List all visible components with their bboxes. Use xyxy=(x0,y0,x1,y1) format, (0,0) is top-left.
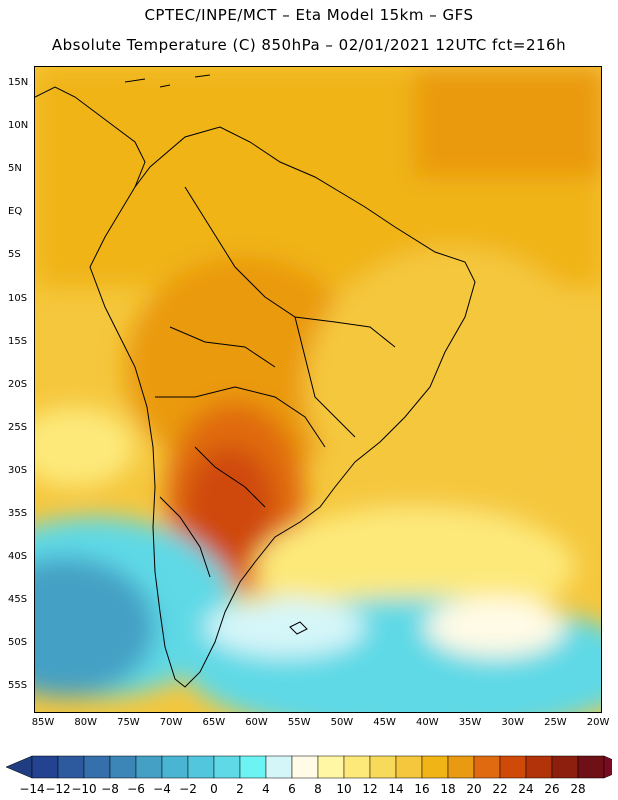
lat-label: 20S xyxy=(8,378,28,390)
chart-title-line1: CPTEC/INPE/MCT – Eta Model 15km – GFS xyxy=(144,6,474,24)
lon-label: 75W xyxy=(117,717,140,728)
lat-label: 55S xyxy=(8,680,28,692)
colorbar-swatch xyxy=(499,755,527,779)
colorbar-tick-label: 18 xyxy=(440,782,456,796)
lat-label: 10N xyxy=(8,120,29,132)
colorbar-swatch xyxy=(57,755,85,779)
lon-label: 50W xyxy=(330,717,354,728)
colorbar-swatch xyxy=(447,755,475,779)
colorbar-tick-label: 4 xyxy=(262,782,270,796)
internal-border xyxy=(155,386,326,448)
lon-label: 20W xyxy=(586,717,610,728)
colorbar-tick-label: 22 xyxy=(492,782,508,796)
colorbar-swatch xyxy=(239,755,267,779)
colorbar-tick-label: −4 xyxy=(153,782,171,796)
map-canvas xyxy=(35,67,601,712)
lon-label: 25W xyxy=(544,717,567,728)
colorbar-tick-label: 10 xyxy=(336,782,352,796)
lon-label: 30W xyxy=(501,717,524,728)
lon-label: 70W xyxy=(159,717,183,728)
patagonia-mild xyxy=(205,597,365,657)
south-america-coastline xyxy=(89,126,476,688)
colorbar-swatch xyxy=(109,755,137,779)
internal-border xyxy=(184,186,396,348)
colorbar-tick-label: −12 xyxy=(45,782,71,796)
internal-border xyxy=(194,446,266,508)
colorbar-tick-label: 14 xyxy=(388,782,404,796)
colorbar-swatch xyxy=(343,755,371,779)
colorbar-swatch xyxy=(317,755,345,779)
lon-label: 60W xyxy=(245,717,268,728)
colorbar-tick-label: 0 xyxy=(210,782,218,796)
colorbar-swatch xyxy=(369,755,397,779)
falklands-islands xyxy=(289,621,308,635)
temperature-map xyxy=(34,66,602,713)
lat-label: 25S xyxy=(8,421,28,433)
colorbar-tick-label: 28 xyxy=(570,782,586,796)
colorbar-tick-label: −14 xyxy=(19,782,45,796)
lat-label: 35S xyxy=(8,508,28,519)
colorbar-swatch xyxy=(161,755,189,779)
lon-label: 65W xyxy=(202,717,226,728)
internal-border xyxy=(294,316,356,438)
colorbar-tick-label: 24 xyxy=(518,782,534,796)
colorbar-swatch xyxy=(187,755,215,779)
lat-label: 50S xyxy=(8,637,28,649)
colorbar-tick-label: −8 xyxy=(101,782,119,796)
lat-label: EQ xyxy=(8,206,23,218)
argentina-hot-core xyxy=(185,447,275,567)
colorbar-swatch xyxy=(395,755,423,779)
lat-label: 30S xyxy=(8,464,28,476)
colorbar-swatch xyxy=(551,755,579,779)
lat-label: 5S xyxy=(8,249,21,261)
lat-label: 5N xyxy=(8,163,22,175)
colorbar-tick-label: 16 xyxy=(414,782,430,796)
colorbar-swatch xyxy=(473,755,501,779)
pacific-very-cold xyxy=(35,557,155,697)
atlantic-band xyxy=(305,247,601,527)
colorbar-swatch xyxy=(421,755,449,779)
colorbar-left-arrow xyxy=(6,755,33,779)
lat-label: 15N xyxy=(8,77,29,88)
colorbar-tick-label: −10 xyxy=(71,782,97,796)
colorbar-tick-label: 20 xyxy=(466,782,482,796)
chart-title-line2: Absolute Temperature (C) 850hPa – 02/01/… xyxy=(51,36,567,54)
lon-label: 80W xyxy=(74,717,97,728)
colorbar-tick-label: −6 xyxy=(127,782,145,796)
lat-label: 10S xyxy=(8,292,28,304)
colorbar-tick-label: 12 xyxy=(362,782,378,796)
lon-label: 55W xyxy=(287,717,311,728)
north-atlantic-warm xyxy=(415,67,601,177)
central-america-coast xyxy=(35,86,146,188)
lat-label: 40S xyxy=(8,551,28,563)
colorbar-swatch xyxy=(265,755,293,779)
caribbean-islands xyxy=(124,74,211,88)
lon-label: 35W xyxy=(458,717,482,728)
colorbar-tick-label: 26 xyxy=(544,782,560,796)
lat-label: 15S xyxy=(8,335,28,347)
colorbar-swatch xyxy=(31,755,59,779)
colorbar-right-arrow xyxy=(603,755,612,779)
lon-label: 45W xyxy=(373,717,396,728)
colorbar-swatch xyxy=(525,755,553,779)
colorbar-swatch xyxy=(291,755,319,779)
lon-label: 40W xyxy=(415,717,439,728)
pacific-yellow xyxy=(35,407,135,487)
internal-border xyxy=(169,326,276,368)
colorbar-tick-label: 2 xyxy=(236,782,244,796)
colorbar xyxy=(6,755,612,779)
colorbar-tick-label: 8 xyxy=(314,782,322,796)
ocean-pale xyxy=(425,597,565,657)
continental-warm xyxy=(125,257,365,477)
colorbar-swatch xyxy=(213,755,241,779)
colorbar-swatch xyxy=(577,755,605,779)
lon-label: 85W xyxy=(31,717,55,728)
colorbar-swatch xyxy=(135,755,163,779)
colorbar-swatch xyxy=(83,755,111,779)
colorbar-tick-label: −2 xyxy=(179,782,197,796)
lat-label: 45S xyxy=(8,594,28,606)
colorbar-tick-label: 6 xyxy=(288,782,296,796)
internal-border xyxy=(159,496,211,578)
